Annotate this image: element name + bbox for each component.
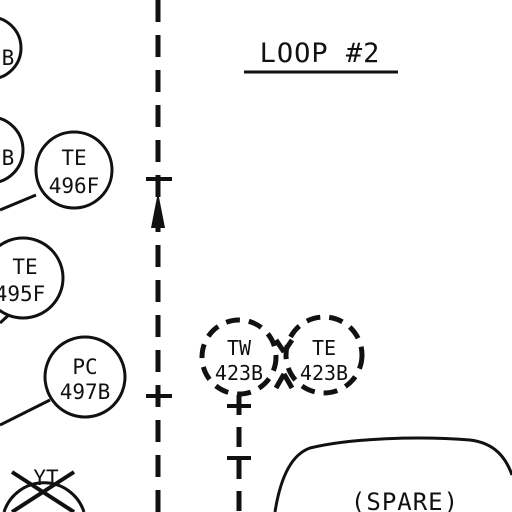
- instrument-yt-type: YT: [33, 466, 59, 490]
- instrument-te-423b: TE 423B: [283, 314, 365, 396]
- instrument-te-495f-number: 495F: [0, 282, 45, 306]
- instrument-te-496f-type: TE: [61, 146, 86, 170]
- instrument-te-423b-type: TE: [312, 336, 336, 360]
- instrument-te-496f: TE 496F: [34, 130, 114, 210]
- instrument-te-495f: TE 495F: [0, 236, 65, 320]
- spare-label: (SPARE): [351, 488, 459, 512]
- instrument-partial-top-1-label: B: [2, 46, 15, 70]
- up-arrow-icon: [151, 192, 165, 228]
- instrument-yt-crossed: YT: [2, 466, 86, 512]
- tw-dashed-drop-line: [227, 395, 251, 512]
- bubble-connector: [273, 338, 295, 390]
- instrument-partial-top-1: B: [0, 17, 23, 79]
- loop-title: LOOP #2: [260, 38, 381, 69]
- instrument-pc-497b-number: 497B: [60, 380, 111, 404]
- instrument-tw-423b-number: 423B: [215, 361, 263, 385]
- instrument-te-496f-number: 496F: [49, 174, 100, 198]
- instrument-te-423b-number: 423B: [300, 361, 348, 385]
- instrument-partial-top-2-label: B: [2, 146, 15, 170]
- instrument-tw-423b-type: TW: [227, 336, 252, 360]
- instrument-tw-423b: TW 423B: [199, 317, 279, 397]
- instrument-te-495f-type: TE: [12, 255, 37, 279]
- line-tick-marks: [146, 177, 172, 398]
- instrument-pc-497b-type: PC: [72, 355, 97, 379]
- instrument-partial-top-2: B: [0, 116, 25, 184]
- instrument-pc-497b: PC 497B: [43, 335, 127, 419]
- spare-enclosure: [273, 436, 512, 512]
